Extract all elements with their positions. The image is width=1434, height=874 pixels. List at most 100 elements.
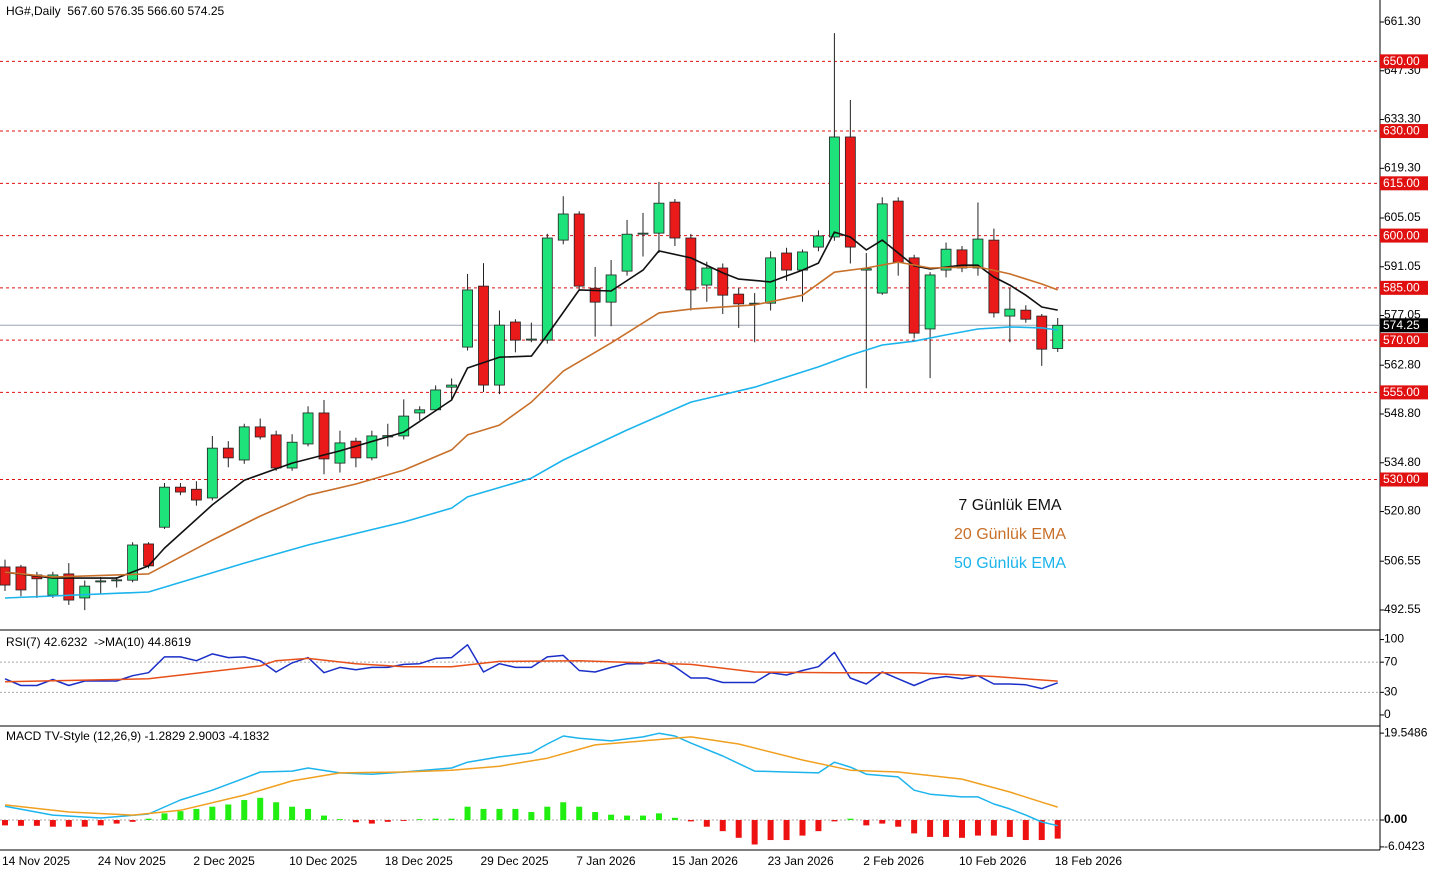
y-tick-label: 0.00: [1384, 812, 1408, 826]
histogram-bar: [528, 812, 535, 821]
histogram-bar: [1006, 820, 1013, 837]
y-tick-label: 605.05: [1384, 210, 1421, 224]
x-tick-label: 23 Jan 2026: [768, 854, 834, 868]
y-tick-label: 30: [1384, 684, 1398, 698]
candle-body: [318, 412, 330, 460]
candle-body: [781, 252, 792, 271]
histogram-bar: [17, 820, 24, 826]
histogram-bar: [863, 820, 870, 826]
level-label: 600.00: [1383, 228, 1420, 242]
candle-body: [414, 409, 426, 414]
histogram-bar: [241, 800, 248, 821]
histogram-bar: [257, 797, 264, 821]
histogram-bar: [751, 820, 758, 845]
histogram-bar: [927, 820, 934, 837]
candle-body: [270, 434, 282, 469]
histogram-bar: [33, 820, 40, 826]
candle-body: [175, 486, 186, 493]
histogram-bar: [671, 817, 678, 821]
rsi-header: RSI(7) 42.6232 ->MA(10) 44.8619: [6, 635, 191, 649]
histogram-bar: [145, 818, 152, 821]
level-label: 615.00: [1383, 176, 1420, 190]
histogram-bar: [1038, 820, 1045, 841]
histogram-bar: [655, 813, 662, 821]
x-tick-label: 7 Jan 2026: [576, 854, 636, 868]
candle-body: [302, 412, 314, 445]
histogram-bar: [416, 819, 423, 821]
candle-body: [924, 274, 936, 330]
x-tick-label: 10 Dec 2025: [289, 854, 357, 868]
macd-header: MACD TV-Style (12,26,9) -1.2829 2.9003 -…: [6, 729, 270, 743]
y-tick-label: 633.30: [1384, 112, 1421, 126]
legend-entry: 20 Günlük EMA: [954, 526, 1066, 543]
candle-body: [127, 544, 138, 581]
histogram-bar: [161, 813, 168, 821]
histogram-bar: [959, 820, 965, 838]
indicator-line: [4, 261, 1058, 578]
candle-body: [238, 426, 250, 461]
histogram-bar: [512, 808, 519, 821]
y-tick-label: 492.55: [1384, 602, 1421, 616]
candle-body: [446, 384, 458, 388]
histogram-bar: [384, 820, 391, 822]
y-tick-label: 506.55: [1384, 553, 1421, 567]
histogram-bar: [368, 820, 375, 824]
candle-body: [541, 237, 553, 341]
histogram-bar: [799, 820, 806, 836]
level-label-box: [1380, 385, 1428, 400]
y-tick-label: 70: [1384, 654, 1398, 668]
indicator-line: [4, 657, 1058, 683]
x-tick-label: 29 Dec 2025: [481, 854, 549, 868]
histogram-bar: [767, 820, 774, 841]
histogram-bar: [592, 812, 599, 821]
x-tick-label: 18 Feb 2026: [1055, 854, 1123, 868]
histogram-bar: [225, 804, 232, 821]
candle-body: [829, 136, 840, 238]
candle-body: [653, 202, 665, 234]
level-label: 530.00: [1383, 472, 1420, 486]
histogram-bar: [895, 820, 902, 827]
candle-body: [350, 440, 362, 459]
histogram-bar: [2, 820, 8, 826]
candle-body: [430, 389, 442, 411]
candle-body: [222, 447, 234, 459]
candle-body: [557, 213, 569, 241]
candle-body: [701, 267, 713, 286]
candle-body: [733, 293, 745, 305]
x-tick-label: 2 Dec 2025: [193, 854, 255, 868]
level-label-box: [1380, 54, 1428, 69]
candle-body: [509, 321, 521, 341]
x-tick-label: 14 Nov 2025: [2, 854, 70, 868]
y-tick-label: 534.80: [1384, 455, 1421, 469]
candle-body: [621, 233, 633, 272]
candle-body: [1004, 308, 1016, 317]
indicator-line: [4, 736, 1058, 816]
level-label: 570.00: [1383, 333, 1420, 347]
candle-body: [589, 287, 601, 303]
indicator-line: [4, 326, 1058, 599]
legend-entry: 7 Günlük EMA: [958, 497, 1061, 514]
candle-body: [876, 203, 888, 294]
histogram-bar: [1054, 820, 1061, 839]
candle-body: [844, 136, 856, 248]
candle-body: [972, 238, 984, 269]
histogram-bar: [911, 820, 918, 834]
candle-body: [111, 579, 123, 582]
histogram-bar: [974, 820, 981, 836]
histogram-bar: [943, 820, 950, 837]
candle-body: [398, 415, 410, 437]
histogram-bar: [81, 820, 88, 827]
histogram-bar: [432, 818, 439, 821]
candle-body: [366, 435, 378, 459]
histogram-bar: [990, 820, 997, 836]
candle-body: [206, 447, 218, 499]
x-tick-label: 10 Feb 2026: [959, 854, 1027, 868]
y-tick-label: -6.0423: [1384, 839, 1425, 853]
histogram-bar: [847, 818, 854, 821]
level-label: 585.00: [1383, 281, 1420, 295]
y-tick-label: 591.05: [1384, 259, 1421, 273]
histogram-bar: [113, 820, 120, 824]
y-tick-label: 619.30: [1384, 161, 1421, 175]
current-price-label: 574.25: [1383, 318, 1420, 332]
